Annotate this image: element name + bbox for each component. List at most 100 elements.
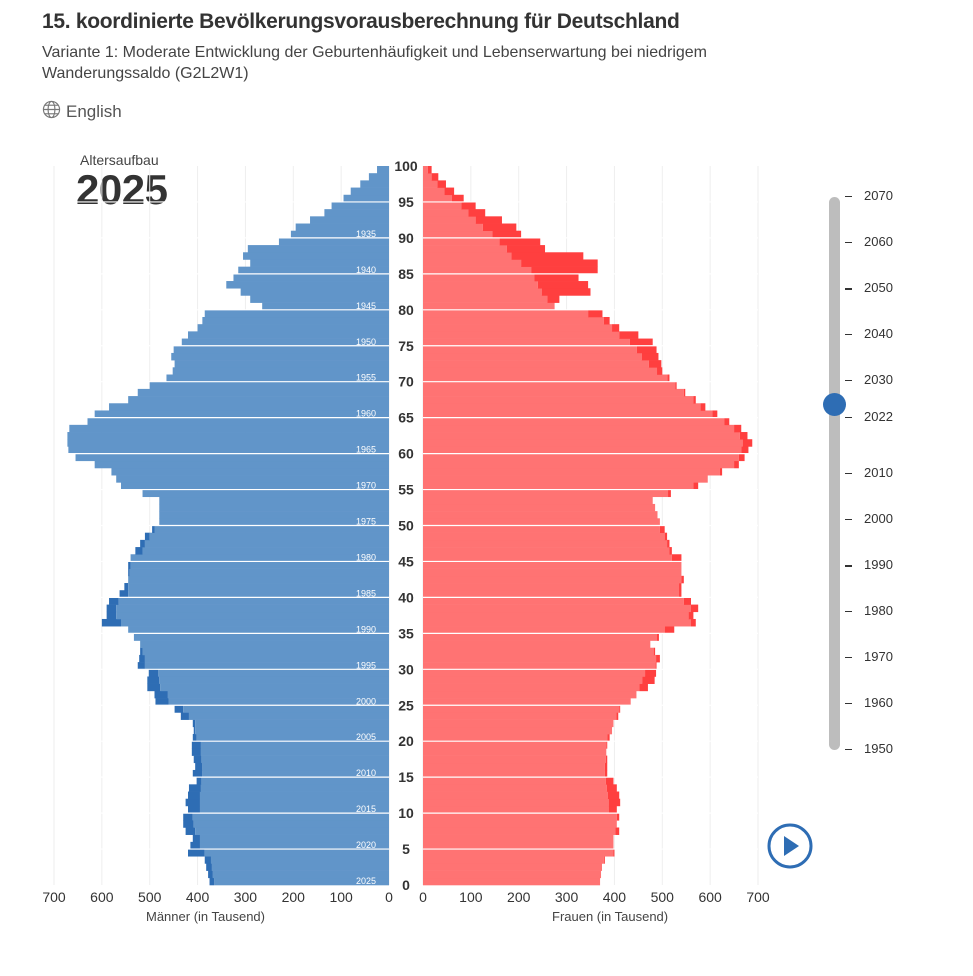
birth-year-label: 2015	[356, 804, 376, 814]
play-button[interactable]	[767, 823, 813, 869]
year-tick	[845, 334, 852, 335]
bar-women	[423, 583, 680, 591]
year-tick-label[interactable]: 1950	[864, 741, 893, 756]
bar-men	[368, 173, 389, 181]
bar-men	[324, 209, 389, 217]
bar-men	[142, 647, 389, 656]
bar-women	[423, 331, 620, 339]
bar-women-extra	[681, 575, 684, 584]
bar-women	[423, 424, 735, 433]
bar-men-extra	[106, 604, 117, 613]
bar-men	[142, 547, 389, 555]
bar-women	[423, 777, 606, 785]
bar-women	[423, 324, 613, 332]
birth-year-label: 1945	[356, 301, 376, 311]
page-subtitle: Variante 1: Moderate Entwicklung der Geb…	[42, 44, 707, 82]
year-slider-track[interactable]	[829, 197, 840, 750]
birth-year-label: 1955	[356, 373, 376, 383]
bar-men	[173, 345, 389, 354]
bar-women-extra	[629, 338, 653, 347]
year-slider-handle[interactable]	[823, 393, 846, 416]
bar-men	[149, 532, 389, 541]
age-label: 85	[398, 266, 414, 282]
chart-year: 2025	[76, 166, 168, 213]
x-tick-women: 300	[555, 889, 579, 905]
bar-men-extra	[140, 647, 143, 656]
bar-women	[423, 388, 684, 397]
bar-women-extra	[679, 583, 682, 591]
bar-women	[423, 618, 691, 627]
year-tick-label[interactable]: 2022	[864, 409, 893, 424]
bar-women-extra	[607, 791, 620, 800]
bar-men-extra	[188, 849, 205, 857]
bar-women	[423, 180, 438, 188]
bar-men-extra	[185, 798, 200, 807]
age-label: 25	[398, 697, 414, 713]
bar-women	[423, 813, 617, 821]
x-tick-men: 400	[186, 889, 210, 905]
bar-men	[343, 194, 389, 203]
bar-men	[247, 245, 389, 253]
bar-women	[423, 820, 617, 828]
x-tick-women: 500	[651, 889, 675, 905]
bar-men	[238, 266, 389, 275]
bar-men	[159, 511, 389, 519]
bar-women	[423, 626, 665, 634]
bar-women	[423, 734, 608, 742]
year-tick	[845, 196, 852, 197]
bar-women-extra	[511, 252, 584, 260]
birth-year-label: 2025	[356, 876, 376, 886]
year-tick-label[interactable]: 2060	[864, 234, 893, 249]
bar-women-extra	[605, 777, 614, 785]
bar-women-extra	[603, 316, 610, 325]
bar-men	[290, 230, 389, 239]
bar-women	[423, 791, 608, 800]
language-switch[interactable]: English	[42, 100, 122, 124]
age-label: 35	[398, 625, 414, 641]
year-tick-label[interactable]: 2070	[864, 188, 893, 203]
language-link-label[interactable]: English	[66, 102, 122, 121]
bar-women	[423, 259, 522, 267]
year-tick-label[interactable]: 2050	[864, 280, 893, 295]
x-tick-men: 200	[282, 889, 306, 905]
bar-women	[423, 834, 614, 843]
bar-women	[423, 367, 658, 375]
year-tick-label[interactable]: 1970	[864, 649, 893, 664]
bar-women	[423, 345, 637, 354]
bar-men	[204, 309, 389, 318]
year-tick	[845, 417, 852, 418]
bar-men	[199, 841, 389, 850]
bar-women	[423, 295, 548, 303]
bar-women-extra	[619, 331, 639, 339]
year-tick-label[interactable]: 1960	[864, 695, 893, 710]
bar-women	[423, 726, 613, 735]
bar-men	[214, 877, 389, 886]
bar-women-extra	[642, 676, 655, 684]
x-axis-title-women: Frauen (in Tausend)	[552, 909, 669, 924]
bar-men	[111, 467, 389, 476]
bar-women-extra	[499, 237, 541, 246]
bar-men	[200, 748, 389, 756]
bar-men	[69, 424, 390, 433]
bar-women-extra	[700, 403, 706, 411]
bar-men	[350, 187, 389, 196]
year-tick-label[interactable]: 2010	[864, 465, 893, 480]
year-tick-label[interactable]: 1980	[864, 603, 893, 618]
bar-women	[423, 769, 605, 778]
bar-women-extra	[506, 245, 546, 253]
bar-men	[200, 784, 389, 792]
bar-women-extra	[541, 288, 591, 296]
bar-men	[130, 561, 390, 569]
bar-men	[250, 259, 389, 267]
bar-women	[423, 302, 555, 311]
year-tick-label[interactable]: 2030	[864, 372, 893, 387]
age-label: 30	[398, 661, 414, 677]
bar-women	[423, 439, 743, 447]
year-tick-label[interactable]: 2040	[864, 326, 893, 341]
chart-subheading: Altersaufbau	[80, 152, 159, 168]
year-tick-label[interactable]: 1990	[864, 557, 893, 572]
year-tick-label[interactable]: 2000	[864, 511, 893, 526]
bar-men-extra	[128, 561, 131, 569]
x-axis-title-men: Männer (in Tausend)	[146, 909, 265, 924]
age-label: 95	[398, 194, 414, 210]
